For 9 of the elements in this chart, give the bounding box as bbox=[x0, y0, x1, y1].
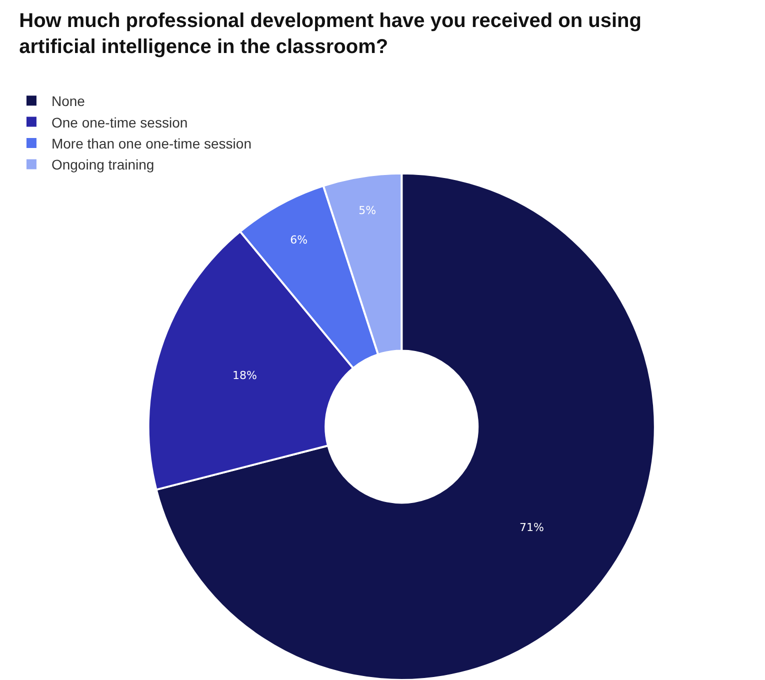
data-label: 71% bbox=[519, 521, 544, 534]
legend-label: None bbox=[51, 93, 86, 110]
data-label: 6% bbox=[290, 233, 308, 246]
data-label: 5% bbox=[358, 204, 376, 217]
legend-label: One one-time session bbox=[51, 114, 188, 130]
legend-label: Ongoing training bbox=[51, 156, 154, 173]
legend-label: More than one one-time session bbox=[51, 135, 252, 152]
chart-title: How much professional development have you received on using artificial intelligence in the classroom? bbox=[19, 10, 642, 58]
data-label: 18% bbox=[232, 369, 257, 382]
